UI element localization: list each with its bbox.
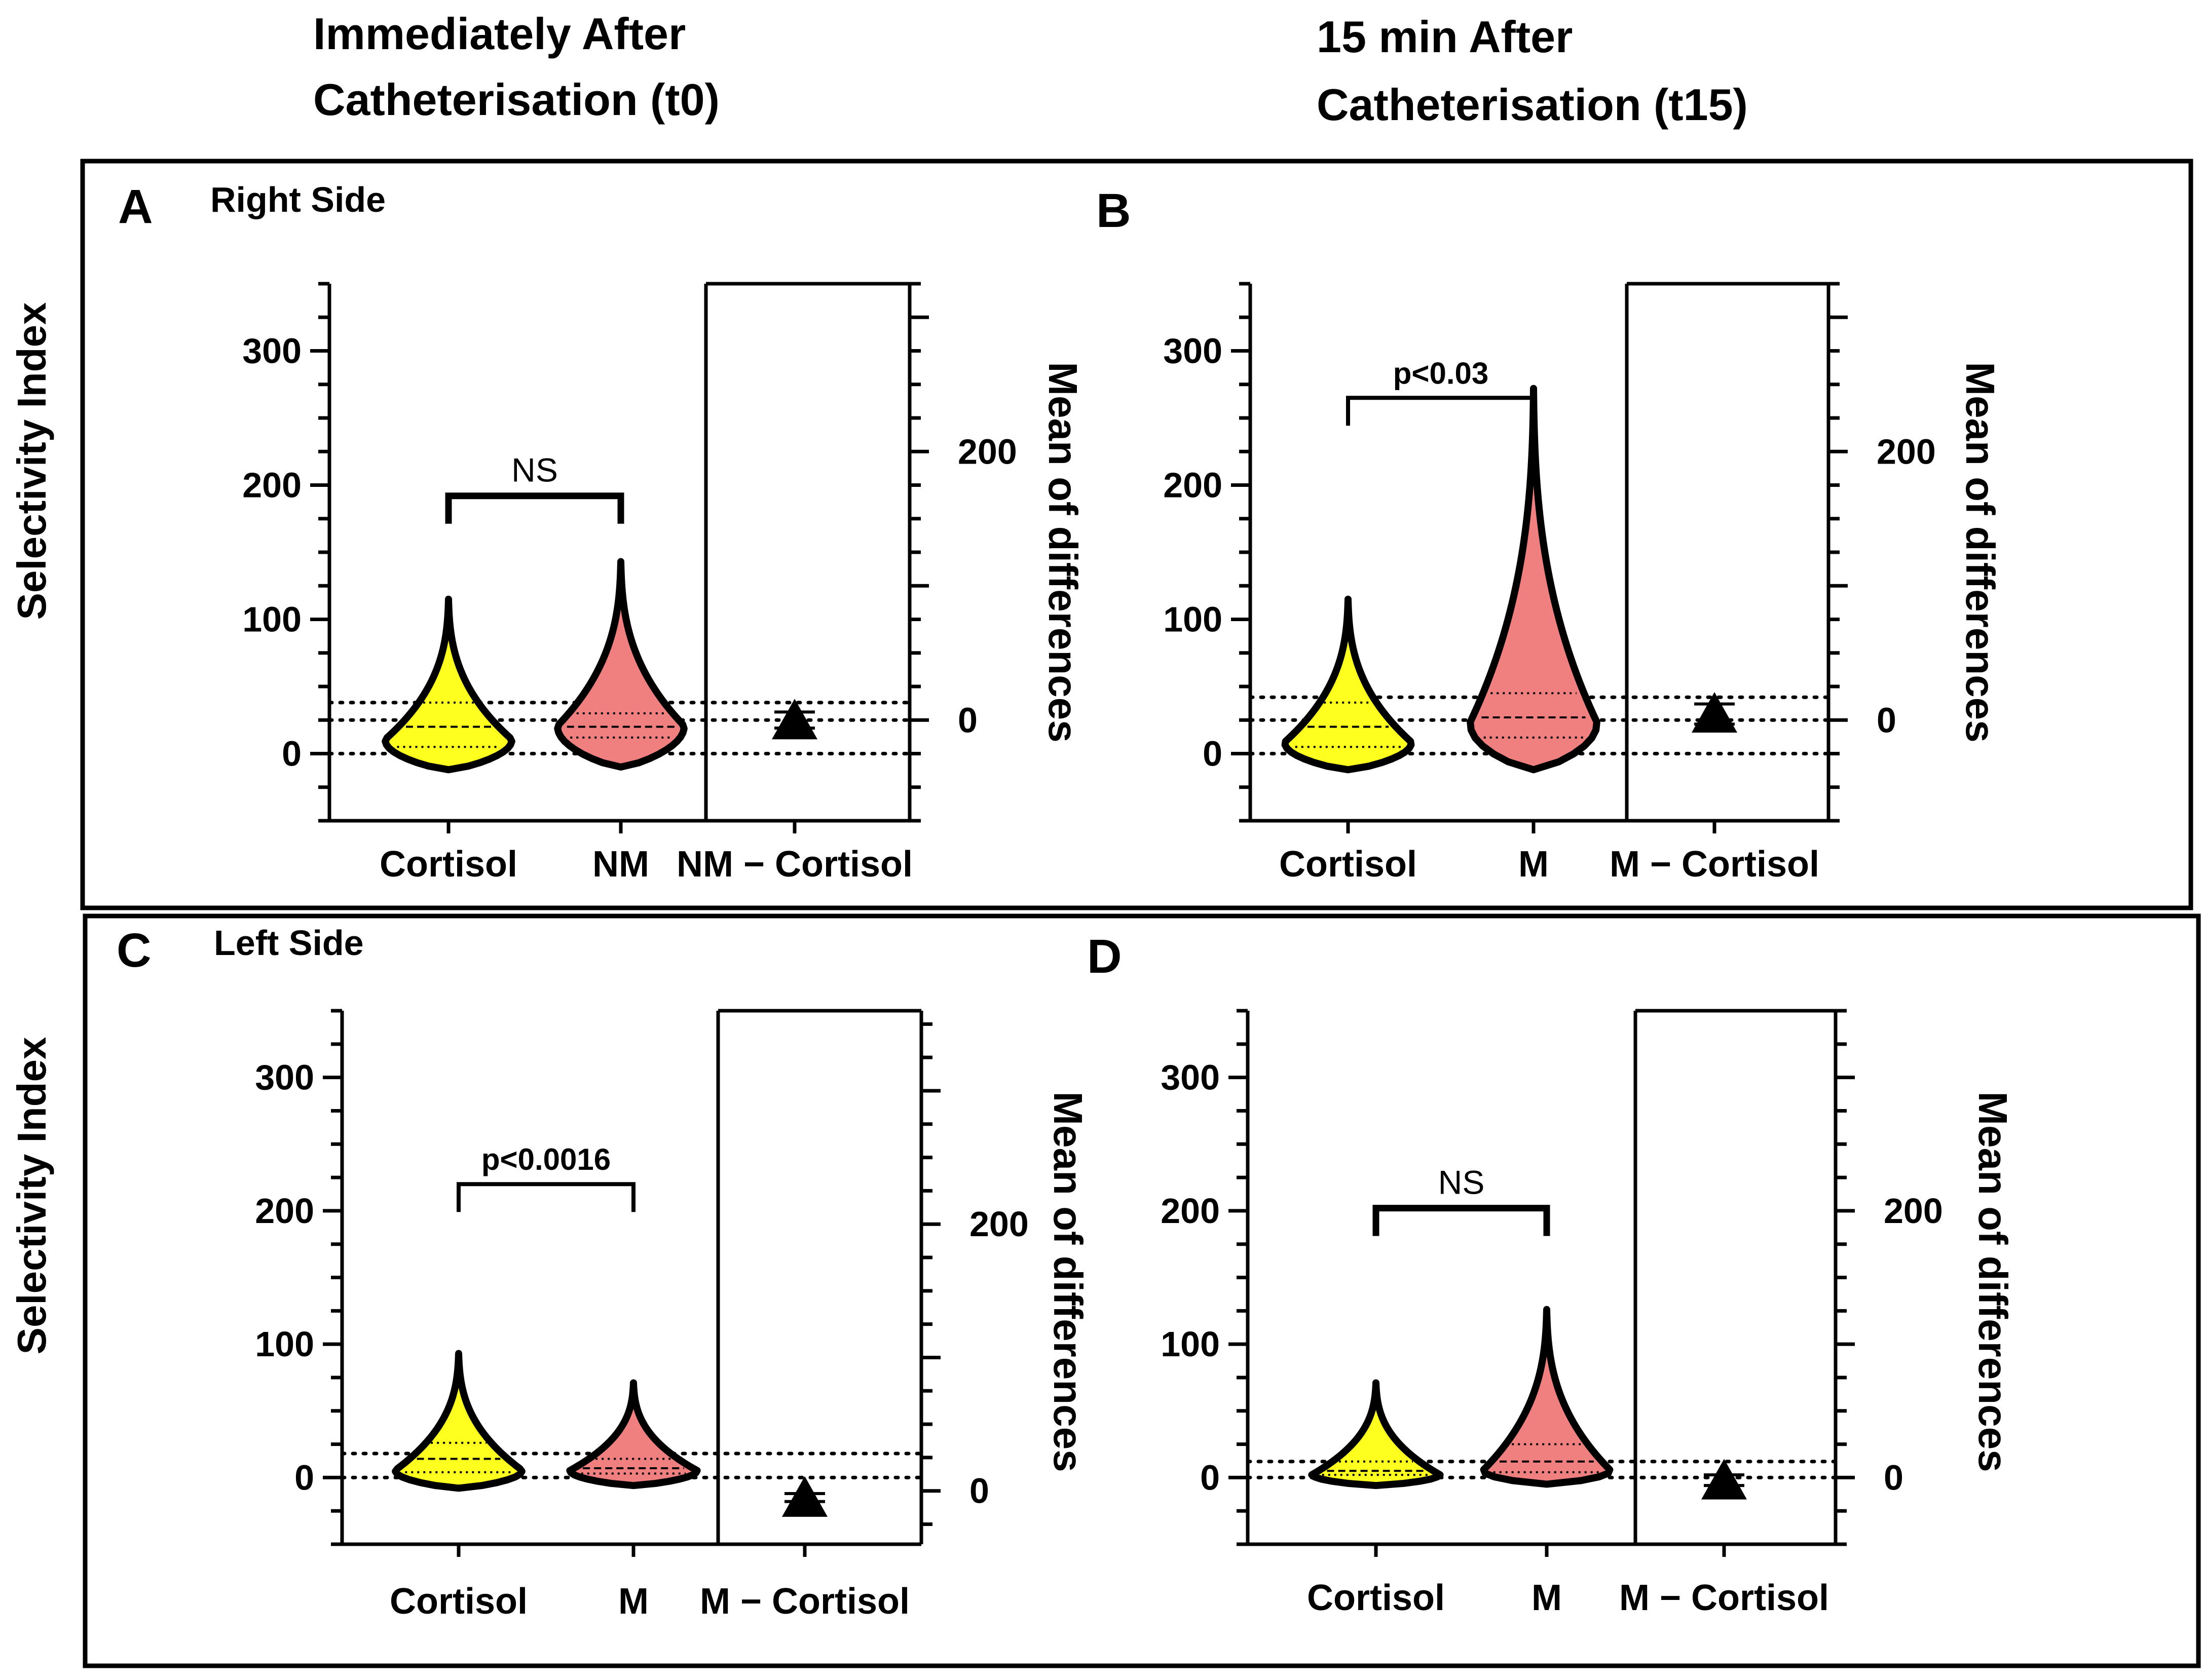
x-category-label: Cortisol [1279, 844, 1417, 885]
y-right-axis-title: Mean of differences [1958, 362, 2003, 742]
y-tick-label: 300 [255, 1058, 314, 1097]
y-right-tick-label: 0 [1877, 700, 1896, 740]
y-right-tick-label: 200 [958, 432, 1017, 471]
y-right-tick-label: 200 [1884, 1191, 1943, 1231]
x-category-label: Cortisol [380, 844, 517, 885]
column-header-t15-line1: 15 min After [1317, 12, 1573, 62]
violin-panel-b: 0 100 200 300 0 200 p<0.03 Cortisol M M − Cortiso… [1163, 282, 2003, 885]
significance-label: NS [1438, 1164, 1485, 1201]
y-tick-label: 300 [1161, 1058, 1220, 1097]
right-side-frame [80, 159, 2193, 910]
violin-m [566, 1379, 701, 1490]
violin-nm [554, 558, 688, 771]
x-category-label: M − Cortisol [1619, 1578, 1829, 1618]
violin-m [1467, 385, 1600, 774]
y-right-tick-label: 200 [1877, 432, 1936, 471]
y-tick-label: 200 [1161, 1191, 1220, 1231]
x-category-label: M [618, 1581, 649, 1622]
significance-bracket [445, 492, 624, 524]
y-axis-title: Selectivity Index [9, 302, 54, 620]
y-tick-label: 100 [1161, 1324, 1220, 1364]
column-header-t0-line1: Immediately After [313, 9, 686, 59]
violin-cortisol [392, 1350, 526, 1492]
significance-label: NS [511, 451, 558, 489]
x-category-label: NM [592, 844, 649, 885]
significance-bracket [1372, 1205, 1550, 1236]
left-side-frame [83, 913, 2201, 1668]
mean-diff-triangle [772, 699, 817, 740]
significance-bracket [1346, 396, 1536, 426]
y-tick-label: 100 [242, 600, 302, 639]
y-tick-label: 0 [294, 1458, 314, 1497]
violin-m [1480, 1306, 1614, 1488]
column-header-t0-line2: Catheterisation (t0) [313, 74, 720, 125]
y-right-tick-label: 0 [969, 1471, 989, 1511]
violin-panel-a: 0 100 200 300 0 200 NS Cortisol NM NM − Cortisol S… [9, 282, 1086, 885]
panel-letter-b: B [1096, 184, 1131, 238]
y-tick-label: 0 [1203, 734, 1222, 774]
right-side-label: Right Side [210, 180, 386, 219]
violin-cortisol [382, 595, 515, 774]
y-tick-label: 100 [1163, 600, 1222, 639]
y-right-axis-title: Mean of differences [1970, 1091, 2015, 1472]
y-tick-label: 200 [1163, 466, 1222, 505]
significance-bracket [457, 1182, 636, 1212]
violin-panel-d: 0 100 200 300 0 200 NS Cortisol M M − Cortisol Mea… [1161, 1009, 2015, 1618]
x-category-label: M [1531, 1578, 1562, 1618]
violin-panel-c: 0 100 200 300 0 200 p<0.0016 Cortisol M M − Corti… [9, 1009, 1091, 1622]
y-right-axis-title: Mean of differences [1040, 362, 1086, 742]
y-tick-label: 300 [242, 331, 302, 371]
x-category-label: Cortisol [1307, 1578, 1445, 1618]
panel-letter-a: A [118, 180, 153, 234]
mean-diff-triangle [782, 1476, 828, 1517]
y-tick-label: 100 [255, 1324, 314, 1364]
y-tick-label: 0 [1200, 1458, 1220, 1497]
y-right-tick-label: 0 [1884, 1458, 1903, 1497]
significance-label: p<0.03 [1393, 356, 1488, 390]
mean-diff-triangle [1692, 692, 1737, 733]
y-right-tick-label: 200 [969, 1204, 1029, 1244]
column-header-t15-line2: Catheterisation (t15) [1317, 80, 1748, 130]
x-category-label: M − Cortisol [1610, 844, 1819, 885]
mean-diff-triangle [1701, 1459, 1747, 1500]
panel-letter-d: D [1087, 930, 1122, 983]
y-right-axis-title: Mean of differences [1045, 1091, 1091, 1472]
x-category-label: M − Cortisol [700, 1581, 910, 1622]
violin-cortisol [1281, 595, 1415, 774]
y-axis-title: Selectivity Index [9, 1037, 54, 1355]
y-tick-label: 200 [242, 466, 302, 505]
panel-letter-c: C [117, 924, 152, 977]
significance-label: p<0.0016 [481, 1142, 611, 1176]
x-category-label: NM − Cortisol [677, 844, 913, 885]
violin-cortisol [1308, 1379, 1444, 1490]
x-category-label: M [1518, 844, 1549, 885]
y-tick-label: 200 [255, 1191, 314, 1231]
y-right-tick-label: 0 [958, 700, 978, 740]
x-category-label: Cortisol [390, 1581, 528, 1622]
y-tick-label: 300 [1163, 331, 1222, 371]
left-side-label: Left Side [214, 923, 364, 963]
y-tick-label: 0 [282, 734, 302, 774]
